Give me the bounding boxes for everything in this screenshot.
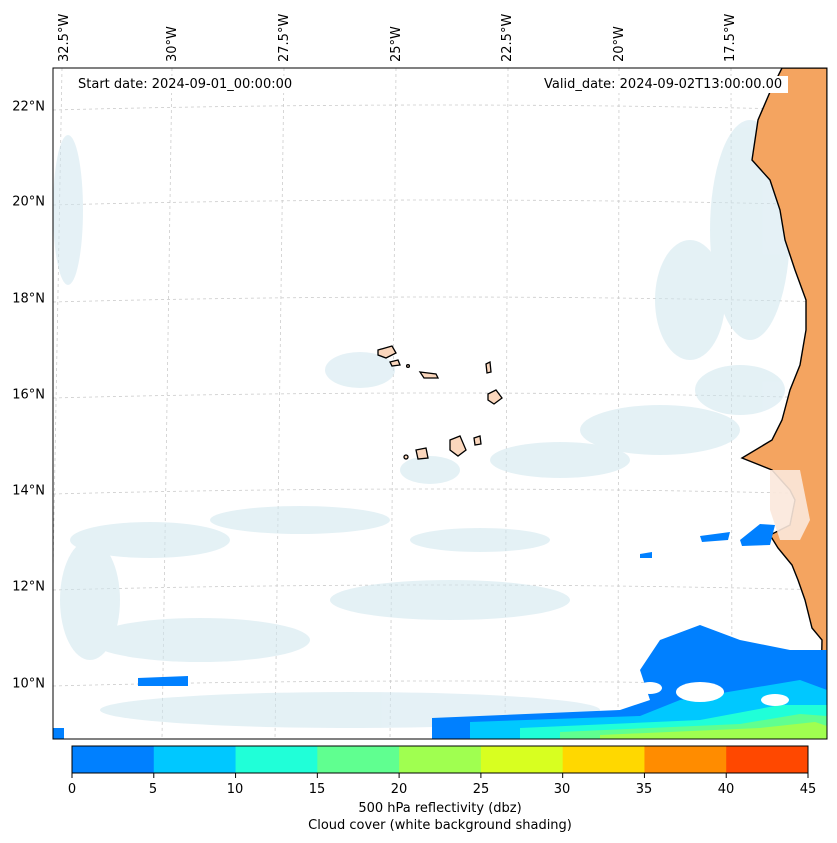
- colorbar-tick: 35: [635, 782, 653, 797]
- colorbar-tick: 10: [226, 782, 244, 797]
- cape-verde-islands: [377, 345, 503, 460]
- colorbar-tick: 0: [67, 782, 77, 797]
- africa-landmass: [740, 68, 827, 739]
- colorbar-tick: 45: [799, 782, 817, 797]
- map-frame: [52, 67, 828, 740]
- colorbar-tick: 40: [717, 782, 735, 797]
- colorbar-segment: [644, 746, 727, 773]
- colorbar-segment: [235, 746, 318, 773]
- lat-label: 14°N: [12, 483, 45, 499]
- colorbar-tick: 20: [390, 782, 408, 797]
- start-date-label: Start date: 2024-09-01_00:00:00: [72, 76, 299, 93]
- colorbar-segment: [562, 746, 645, 773]
- colorbar-tick: 15: [308, 782, 326, 797]
- reflectivity-field: [53, 524, 827, 739]
- colorbar-label: 500 hPa reflectivity (dbz): [358, 801, 522, 816]
- colorbar-segment: [726, 746, 809, 773]
- colorbar-tick: 5: [148, 782, 158, 797]
- colorbar-segment: [72, 746, 155, 773]
- colorbar-tick: 25: [472, 782, 490, 797]
- colorbar-segment: [153, 746, 237, 773]
- colorbar-sublabel: Cloud cover (white background shading): [308, 818, 572, 833]
- lat-label: 20°N: [12, 194, 45, 210]
- lat-label: 18°N: [12, 291, 45, 307]
- colorbar-segment: [480, 746, 564, 773]
- lat-label: 10°N: [12, 676, 45, 692]
- lat-label: 12°N: [12, 579, 45, 595]
- colorbar-tick: 30: [553, 782, 571, 797]
- lat-label: 16°N: [12, 387, 45, 403]
- valid-date-label: Valid_date: 2024-09-02T13:00:00.00: [538, 76, 789, 93]
- land-cloud-overlay: [770, 470, 810, 540]
- lat-label: 22°N: [12, 99, 45, 115]
- colorbar-segment: [399, 746, 482, 773]
- colorbar-segment: [317, 746, 400, 773]
